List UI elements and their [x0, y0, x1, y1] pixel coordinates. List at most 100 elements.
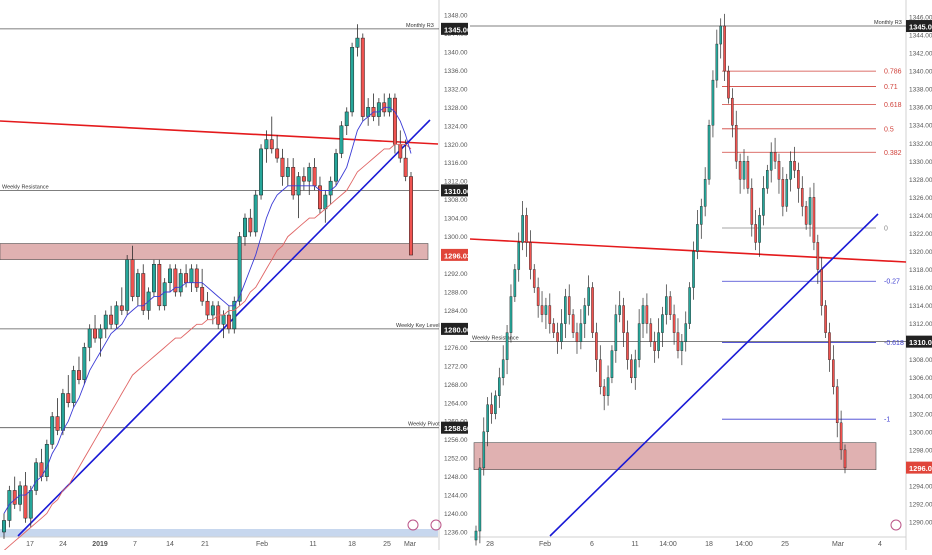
left-candle-body[interactable] [189, 268, 194, 283]
left-candle-body[interactable] [259, 148, 264, 196]
left-candle-body[interactable] [55, 416, 60, 431]
right-candle-body[interactable] [820, 269, 823, 306]
right-candle-body[interactable] [657, 332, 660, 351]
right-candle-body[interactable] [812, 197, 816, 243]
right-candle-body[interactable] [622, 305, 625, 333]
right-candle-body[interactable] [672, 314, 676, 333]
right-candle-body[interactable] [587, 287, 590, 306]
left-candle-body[interactable] [291, 167, 296, 196]
left-candle-body[interactable] [334, 153, 338, 182]
right-candle-body[interactable] [661, 314, 664, 333]
right-candle-body[interactable] [804, 206, 808, 225]
left-candle-body[interactable] [28, 490, 33, 519]
right-candle-body[interactable] [766, 170, 769, 189]
left-candle-body[interactable] [200, 287, 205, 302]
left-candle-body[interactable] [409, 176, 413, 256]
right-candle-body[interactable] [843, 449, 847, 469]
left-candle-body[interactable] [23, 485, 28, 519]
left-candle-body[interactable] [130, 259, 135, 297]
left-candle-body[interactable] [312, 167, 317, 187]
right-candle-body[interactable] [668, 296, 672, 315]
right-candle-body[interactable] [490, 404, 493, 414]
right-candle-body[interactable] [696, 224, 699, 252]
left-candle-body[interactable] [87, 328, 92, 348]
right-candle-body[interactable] [785, 179, 789, 207]
left-candle-body[interactable] [2, 520, 6, 533]
right-candle-body[interactable] [746, 161, 750, 189]
left-candle-body[interactable] [119, 305, 124, 311]
left-candle-body[interactable] [173, 268, 178, 293]
right-candle-body[interactable] [560, 323, 563, 342]
right-candle-body[interactable] [602, 386, 606, 396]
left-candle-body[interactable] [141, 273, 146, 311]
right-candle-body[interactable] [583, 305, 587, 324]
left-candle-body[interactable] [77, 370, 81, 380]
right-candle-body[interactable] [824, 305, 827, 333]
left-candle-body[interactable] [360, 37, 365, 117]
left-candle-body[interactable] [387, 97, 392, 113]
left-candle-body[interactable] [237, 236, 242, 302]
right-candle-body[interactable] [715, 43, 719, 81]
right-candle-body[interactable] [727, 70, 730, 99]
right-candle-body[interactable] [707, 125, 711, 180]
right-candle-body[interactable] [513, 269, 517, 297]
right-candle-body[interactable] [494, 395, 497, 414]
right-candle-body[interactable] [789, 161, 792, 180]
left-candle-body[interactable] [205, 300, 210, 316]
left-candle-body[interactable] [12, 490, 17, 505]
left-candle-body[interactable] [98, 328, 103, 339]
right-candle-body[interactable] [800, 188, 804, 207]
left-candle-body[interactable] [168, 268, 172, 283]
right-candle-body[interactable] [793, 161, 796, 171]
left-candle-body[interactable] [275, 148, 280, 159]
left-candle-body[interactable] [307, 167, 312, 182]
right-candle-body[interactable] [567, 296, 571, 315]
right-candle-body[interactable] [692, 251, 695, 288]
left-candle-body[interactable] [253, 194, 258, 233]
left-chart-panel[interactable]: 1236.00 1240.00 1244.00 1248.00 1252.00 1256.… [0, 0, 471, 551]
left-candle-body[interactable] [403, 157, 408, 177]
right-candle-body[interactable] [509, 296, 513, 333]
right-candle-body[interactable] [548, 305, 552, 324]
right-candle-body[interactable] [773, 152, 777, 162]
left-candle-body[interactable] [350, 47, 355, 113]
right-candle-body[interactable] [564, 296, 567, 324]
left-candle-body[interactable] [34, 462, 39, 491]
right-candle-body[interactable] [591, 287, 594, 333]
left-candle-body[interactable] [66, 393, 71, 403]
right-candle-body[interactable] [575, 332, 579, 342]
right-candle-body[interactable] [482, 431, 486, 469]
left-candle-body[interactable] [398, 144, 403, 159]
right-candle-body[interactable] [649, 323, 653, 342]
right-candle-body[interactable] [703, 179, 707, 207]
left-candle-body[interactable] [103, 314, 108, 330]
right-candle-body[interactable] [711, 79, 715, 126]
right-candle-body[interactable] [614, 314, 618, 351]
right-candle-body[interactable] [762, 188, 765, 216]
left-candle-body[interactable] [194, 268, 199, 288]
right-candle-body[interactable] [521, 215, 524, 243]
left-candle-body[interactable] [210, 305, 215, 316]
left-candle-body[interactable] [318, 185, 322, 210]
right-candle-body[interactable] [750, 188, 754, 225]
right-candle-body[interactable] [758, 215, 761, 243]
left-candle-body[interactable] [135, 273, 140, 297]
left-candle-body[interactable] [221, 314, 226, 325]
right-chart-panel[interactable]: 1290.001292.001294.001296.001298.001300.… [469, 0, 932, 550]
right-candle-body[interactable] [645, 305, 649, 324]
right-candle-body[interactable] [544, 305, 548, 315]
right-candle-body[interactable] [653, 341, 656, 351]
left-candle-body[interactable] [109, 314, 114, 325]
left-candle-body[interactable] [60, 393, 65, 431]
left-candle-body[interactable] [184, 273, 189, 283]
right-candle-body[interactable] [517, 242, 521, 270]
right-candle-body[interactable] [598, 359, 602, 387]
right-candle-body[interactable] [641, 305, 645, 324]
right-candle-body[interactable] [486, 404, 489, 433]
right-candle-body[interactable] [552, 323, 555, 333]
right-candle-body[interactable] [723, 25, 726, 72]
left-candle-body[interactable] [323, 194, 328, 210]
right-candle-body[interactable] [699, 206, 703, 225]
right-candle-body[interactable] [731, 97, 734, 126]
right-candle-body[interactable] [532, 269, 536, 288]
